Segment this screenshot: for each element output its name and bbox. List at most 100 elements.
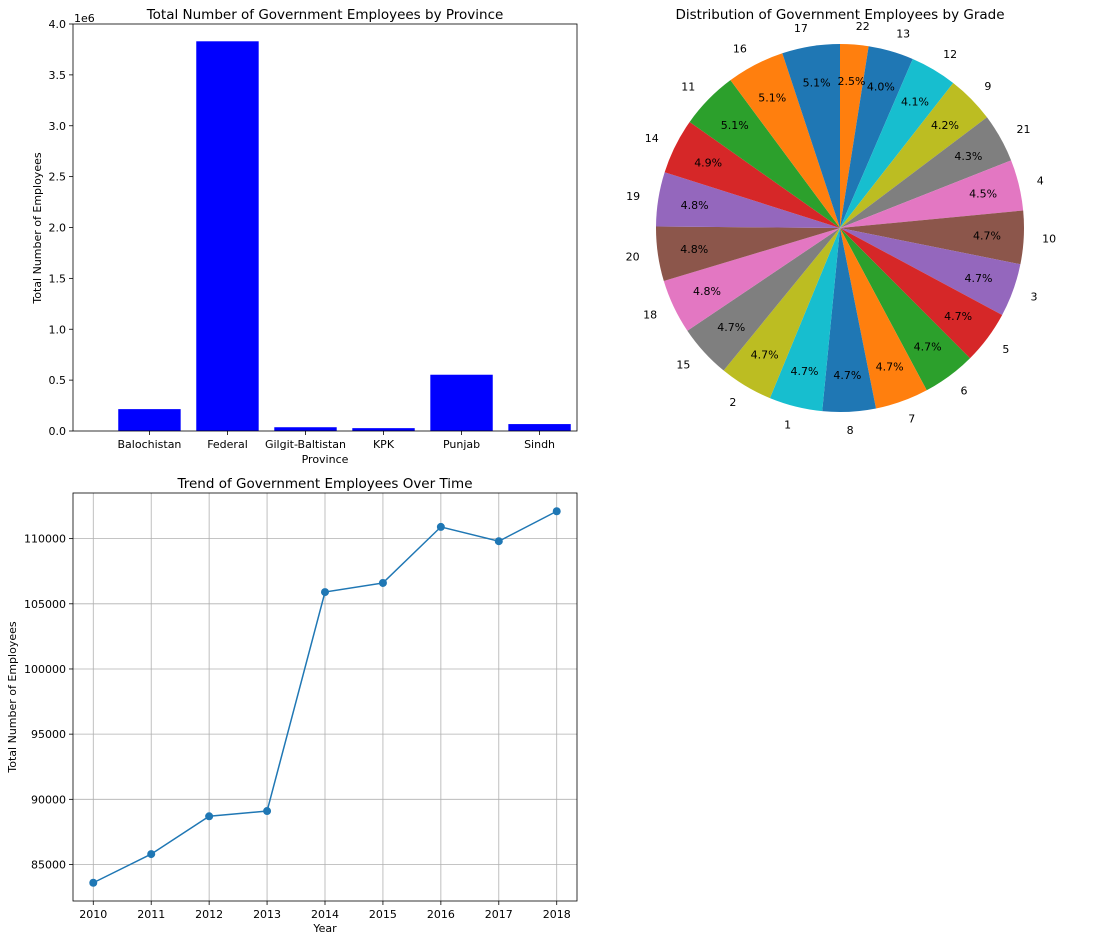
pie-chart: Distribution of Government Employees by … xyxy=(626,7,1056,437)
bar-y-axis-label: Total Number of Employees xyxy=(31,152,44,304)
pie-slice xyxy=(840,228,1003,359)
pie-category-label: 14 xyxy=(645,132,659,145)
bar-x-ticks: Balochistan Federal Gilgit-Baltistan KPK Pun… xyxy=(118,431,555,451)
bar-y-tick-label: 0.5 xyxy=(49,374,67,387)
line-y-tick-label: 100000 xyxy=(24,663,66,676)
pie-slice xyxy=(656,172,840,228)
line-point xyxy=(378,578,387,587)
bar xyxy=(274,427,337,431)
line-point xyxy=(89,878,98,887)
pie-percent-label: 5.1% xyxy=(758,91,786,104)
pie-percent-label: 4.3% xyxy=(954,150,982,163)
line-x-tick-label: 2018 xyxy=(543,908,571,921)
pie-percent-label: 4.0% xyxy=(867,81,895,94)
line-point xyxy=(436,522,445,531)
pie-slice xyxy=(723,228,840,399)
bar xyxy=(196,41,259,432)
line-point xyxy=(205,812,214,821)
pie-slice xyxy=(840,58,954,228)
pie-category-label: 13 xyxy=(896,28,910,41)
line-x-tick-label: 2010 xyxy=(79,908,107,921)
pie-percent-label: 4.8% xyxy=(680,243,708,256)
bar-series xyxy=(118,41,571,432)
line-x-tick-label: 2014 xyxy=(311,908,339,921)
pie-slice xyxy=(840,228,927,409)
pie-category-label: 16 xyxy=(733,42,747,55)
pie-slice xyxy=(664,121,840,228)
bar-y-tick-label: 0.0 xyxy=(49,425,67,438)
line-point xyxy=(147,850,156,859)
pie-category-label: 5 xyxy=(1002,343,1009,356)
bar-y-tick-label: 2.0 xyxy=(49,222,67,235)
bar-x-axis-label: Province xyxy=(302,453,349,466)
bar-x-tick-label: Sindh xyxy=(524,438,555,451)
line-series xyxy=(89,507,561,887)
line-x-tick-label: 2016 xyxy=(427,908,455,921)
line-point xyxy=(263,807,272,816)
pie-slice xyxy=(840,82,987,228)
bar-offset-label: 1e6 xyxy=(74,12,95,25)
line-x-tick-label: 2013 xyxy=(253,908,281,921)
pie-slice xyxy=(840,117,1012,228)
pie-percent-label: 2.5% xyxy=(838,75,866,88)
bar-x-tick-label: Gilgit-Baltistan xyxy=(265,438,346,451)
pie-slice xyxy=(840,228,1021,315)
bar-x-tick-label: Balochistan xyxy=(118,438,182,451)
line-x-ticks: 2010 2011 2012 2013 2014 2015 2016 2017 2018 xyxy=(79,901,571,921)
pie-slice xyxy=(840,46,913,228)
line-y-axis-label: Total Number of Employees xyxy=(6,621,19,773)
pie-category-label: 9 xyxy=(984,80,991,93)
pie-percent-label: 5.1% xyxy=(721,119,749,132)
line-y-ticks: 85000 90000 95000 100000 105000 110000 xyxy=(24,533,73,872)
pie-slice xyxy=(840,44,869,228)
bar-plot-frame xyxy=(72,23,578,432)
pie-category-label: 6 xyxy=(960,385,967,398)
pie-slice xyxy=(730,53,840,228)
pie-slice xyxy=(689,80,840,228)
pie-percent-label: 4.2% xyxy=(931,119,959,132)
bar-x-tick-label: KPK xyxy=(373,438,395,451)
pie-percent-label: 5.1% xyxy=(803,77,831,90)
line-x-axis-label: Year xyxy=(312,922,337,935)
line-x-tick-label: 2012 xyxy=(195,908,223,921)
bar xyxy=(352,428,415,431)
bar-x-tick-label: Federal xyxy=(207,438,248,451)
pie-percent-label: 4.7% xyxy=(790,365,818,378)
bar-x-tick-label: Punjab xyxy=(443,438,480,451)
pie-percent-label: 4.5% xyxy=(969,188,997,201)
pie-category-label: 19 xyxy=(626,190,640,203)
bar-y-tick-label: 4.0 xyxy=(49,18,67,31)
pie-category-label: 11 xyxy=(681,81,695,94)
bar-chart-title: Total Number of Government Employees by … xyxy=(146,7,504,23)
pie-category-label: 7 xyxy=(908,413,915,426)
bar xyxy=(118,409,181,431)
bar xyxy=(430,374,493,431)
pie-category-label: 3 xyxy=(1030,291,1037,304)
bar-y-tick-label: 3.0 xyxy=(49,120,67,133)
line-y-tick-label: 85000 xyxy=(31,859,66,872)
line-y-tick-label: 105000 xyxy=(24,598,66,611)
pie-category-label: 8 xyxy=(847,424,854,437)
pie-category-label: 18 xyxy=(643,309,657,322)
pie-slice xyxy=(822,228,877,412)
line-chart: Trend of Government Employees Over Time … xyxy=(6,476,578,935)
pie-category-label: 15 xyxy=(676,358,690,371)
line-point xyxy=(494,537,503,546)
line-grid xyxy=(73,493,577,901)
pie-slice xyxy=(687,228,840,371)
line-point xyxy=(321,588,329,597)
bar xyxy=(508,424,571,431)
line-y-tick-label: 110000 xyxy=(24,533,66,546)
pie-slice xyxy=(782,44,840,228)
pie-slice xyxy=(769,228,840,412)
line-x-tick-label: 2011 xyxy=(137,908,165,921)
pie-percent-label: 4.9% xyxy=(694,157,722,170)
pie-category-label: 4 xyxy=(1037,175,1044,188)
pie-category-label: 2 xyxy=(729,396,736,409)
pie-category-label: 12 xyxy=(943,48,957,61)
pie-percent-label: 4.7% xyxy=(944,310,972,323)
pie-percent-labels: 2.5% 4.0% 4.1%4.2% 4.3% 4.5% 4.7% 4.7% 4.7% 4.7%… xyxy=(680,75,1001,382)
line-y-tick-label: 90000 xyxy=(31,793,66,806)
pie-percent-label: 4.7% xyxy=(833,369,861,382)
